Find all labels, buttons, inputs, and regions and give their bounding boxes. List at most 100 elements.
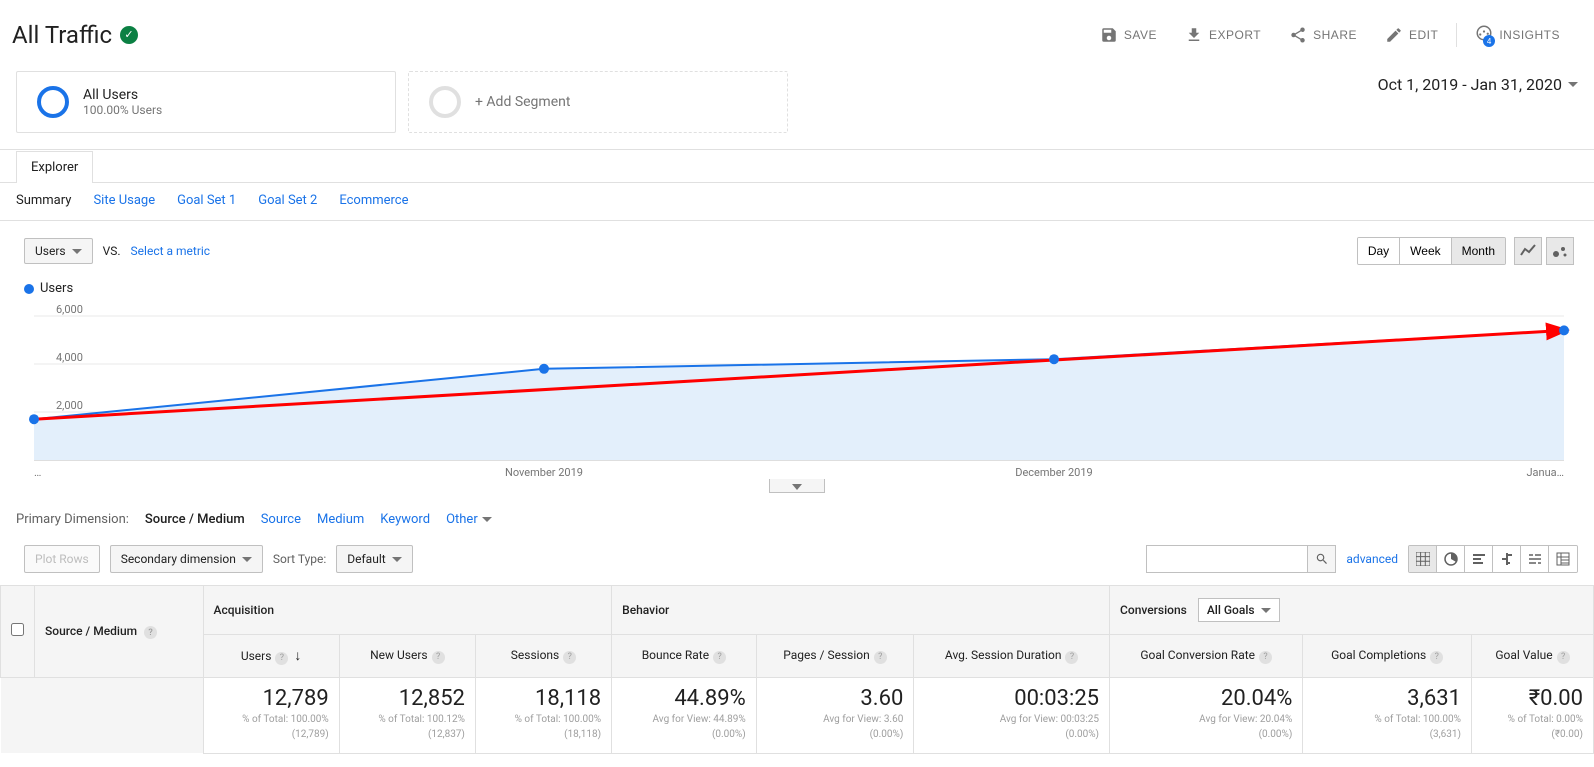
other-label: Other <box>446 512 478 527</box>
data-table: Source / Medium ? Acquisition Behavior C… <box>0 585 1594 754</box>
share-label: SHARE <box>1313 28 1357 42</box>
column-dimension[interactable]: Source / Medium ? <box>35 586 204 678</box>
subtab-goal-set-1[interactable]: Goal Set 1 <box>177 193 236 208</box>
column-bounce-rate[interactable]: Bounce Rate? <box>612 635 757 678</box>
subtabs: Summary Site Usage Goal Set 1 Goal Set 2… <box>0 183 1594 221</box>
time-month-button[interactable]: Month <box>1452 238 1505 264</box>
add-segment-button[interactable]: + Add Segment <box>408 71 788 133</box>
column-goal-completions[interactable]: Goal Completions? <box>1303 635 1472 678</box>
primary-dimension-keyword[interactable]: Keyword <box>380 512 430 527</box>
save-icon <box>1100 26 1118 44</box>
tab-explorer[interactable]: Explorer <box>16 151 93 183</box>
primary-dimension-label: Primary Dimension: <box>16 512 129 527</box>
table-search <box>1146 545 1336 573</box>
chevron-down-icon <box>1568 82 1578 87</box>
summary-row: 12,789% of Total: 100.00%(12,789) 12,852… <box>1 677 1594 753</box>
group-behavior: Behavior <box>612 586 1110 635</box>
time-granularity-toggle: Day Week Month <box>1357 237 1506 265</box>
chart-expand-button[interactable] <box>769 479 825 493</box>
conversions-dd-label: All Goals <box>1207 603 1255 617</box>
group-acquisition: Acquisition <box>203 586 612 635</box>
summary-duration: 00:03:25Avg for View: 00:03:25(0.00%) <box>914 677 1110 753</box>
segments-row: All Users 100.00% Users + Add Segment Oc… <box>0 61 1594 150</box>
insights-button[interactable]: 4 INSIGHTS <box>1461 16 1574 53</box>
view-table-icon[interactable] <box>1409 546 1437 572</box>
subtab-summary[interactable]: Summary <box>16 193 71 208</box>
column-pages-session[interactable]: Pages / Session? <box>756 635 914 678</box>
view-pivot-icon[interactable] <box>1549 546 1577 572</box>
view-percentage-icon[interactable] <box>1437 546 1465 572</box>
summary-sessions: 18,118% of Total: 100.00%(18,118) <box>475 677 611 753</box>
motion-chart-icon[interactable] <box>1546 237 1574 265</box>
tab-row: Explorer <box>0 150 1594 183</box>
column-avg-duration[interactable]: Avg. Session Duration? <box>914 635 1110 678</box>
summary-gval: ₹0.00% of Total: 0.00%(₹0.00) <box>1471 677 1593 753</box>
time-week-button[interactable]: Week <box>1400 238 1451 264</box>
segment-sub: 100.00% Users <box>83 103 162 117</box>
info-icon: ? <box>563 651 576 664</box>
svg-text:…: … <box>34 466 41 479</box>
summary-bounce: 44.89%Avg for View: 44.89%(0.00%) <box>612 677 757 753</box>
date-range-picker[interactable]: Oct 1, 2019 - Jan 31, 2020 <box>1378 71 1578 94</box>
select-metric-link[interactable]: Select a metric <box>131 244 211 258</box>
primary-dimension-active[interactable]: Source / Medium <box>145 512 245 527</box>
summary-users: 12,789% of Total: 100.00%(12,789) <box>203 677 339 753</box>
search-input[interactable] <box>1147 547 1307 571</box>
subtab-site-usage[interactable]: Site Usage <box>93 193 155 208</box>
column-users[interactable]: Users?↓ <box>203 635 339 678</box>
time-day-button[interactable]: Day <box>1358 238 1400 264</box>
save-label: SAVE <box>1124 28 1157 42</box>
header-actions: SAVE EXPORT SHARE EDIT 4 INSIGHTS <box>1086 16 1574 53</box>
subtab-goal-set-2[interactable]: Goal Set 2 <box>258 193 317 208</box>
primary-dimension-row: Primary Dimension: Source / Medium Sourc… <box>0 494 1594 537</box>
svg-text:4,000: 4,000 <box>56 351 83 364</box>
conversions-dropdown[interactable]: All Goals <box>1198 598 1280 622</box>
primary-dimension-medium[interactable]: Medium <box>317 512 364 527</box>
summary-gcr: 20.04%Avg for View: 20.04%(0.00%) <box>1110 677 1303 753</box>
page-title: All Traffic <box>12 21 112 49</box>
view-term-cloud-icon[interactable] <box>1521 546 1549 572</box>
view-performance-icon[interactable] <box>1465 546 1493 572</box>
segment-circle-placeholder-icon <box>429 86 461 118</box>
column-goal-conversion-rate[interactable]: Goal Conversion Rate? <box>1110 635 1303 678</box>
select-all-checkbox-cell <box>1 586 35 678</box>
line-chart: 2,0004,0006,000…November 2019December 20… <box>24 300 1574 480</box>
plot-rows-button[interactable]: Plot Rows <box>24 545 100 573</box>
svg-text:6,000: 6,000 <box>56 303 83 316</box>
vs-label: VS. <box>103 244 121 258</box>
search-button[interactable] <box>1307 546 1335 572</box>
primary-dimension-source[interactable]: Source <box>261 512 301 527</box>
select-all-checkbox[interactable] <box>11 623 24 636</box>
export-icon <box>1185 26 1203 44</box>
secondary-dimension-dropdown[interactable]: Secondary dimension <box>110 545 263 573</box>
column-sessions[interactable]: Sessions? <box>475 635 611 678</box>
export-button[interactable]: EXPORT <box>1171 18 1275 52</box>
info-icon: ? <box>1065 651 1078 664</box>
primary-dimension-other[interactable]: Other <box>446 512 492 527</box>
metric-label: Users <box>35 244 66 258</box>
svg-text:2,000: 2,000 <box>56 399 83 412</box>
column-goal-value[interactable]: Goal Value? <box>1471 635 1593 678</box>
sort-type-dropdown[interactable]: Default <box>336 545 412 573</box>
segment-all-users[interactable]: All Users 100.00% Users <box>16 71 396 133</box>
subtab-ecommerce[interactable]: Ecommerce <box>339 193 408 208</box>
table-controls: Plot Rows Secondary dimension Sort Type:… <box>0 537 1594 585</box>
view-comparison-icon[interactable] <box>1493 546 1521 572</box>
dimension-header-label: Source / Medium <box>45 624 137 638</box>
info-icon: ? <box>1259 651 1272 664</box>
column-new-users[interactable]: New Users? <box>339 635 475 678</box>
advanced-link[interactable]: advanced <box>1346 552 1398 566</box>
line-chart-icon[interactable] <box>1514 237 1542 265</box>
divider <box>1456 23 1457 47</box>
add-segment-label: + Add Segment <box>475 94 570 110</box>
svg-text:Janua…: Janua… <box>1526 466 1564 479</box>
metric-dropdown[interactable]: Users <box>24 238 93 264</box>
share-button[interactable]: SHARE <box>1275 18 1371 52</box>
info-icon: ? <box>874 651 887 664</box>
legend-label: Users <box>40 281 73 296</box>
summary-pages: 3.60Avg for View: 3.60(0.00%) <box>756 677 914 753</box>
edit-button[interactable]: EDIT <box>1371 18 1452 52</box>
segment-circle-icon <box>37 86 69 118</box>
save-button[interactable]: SAVE <box>1086 18 1171 52</box>
legend-dot-icon <box>24 284 34 294</box>
